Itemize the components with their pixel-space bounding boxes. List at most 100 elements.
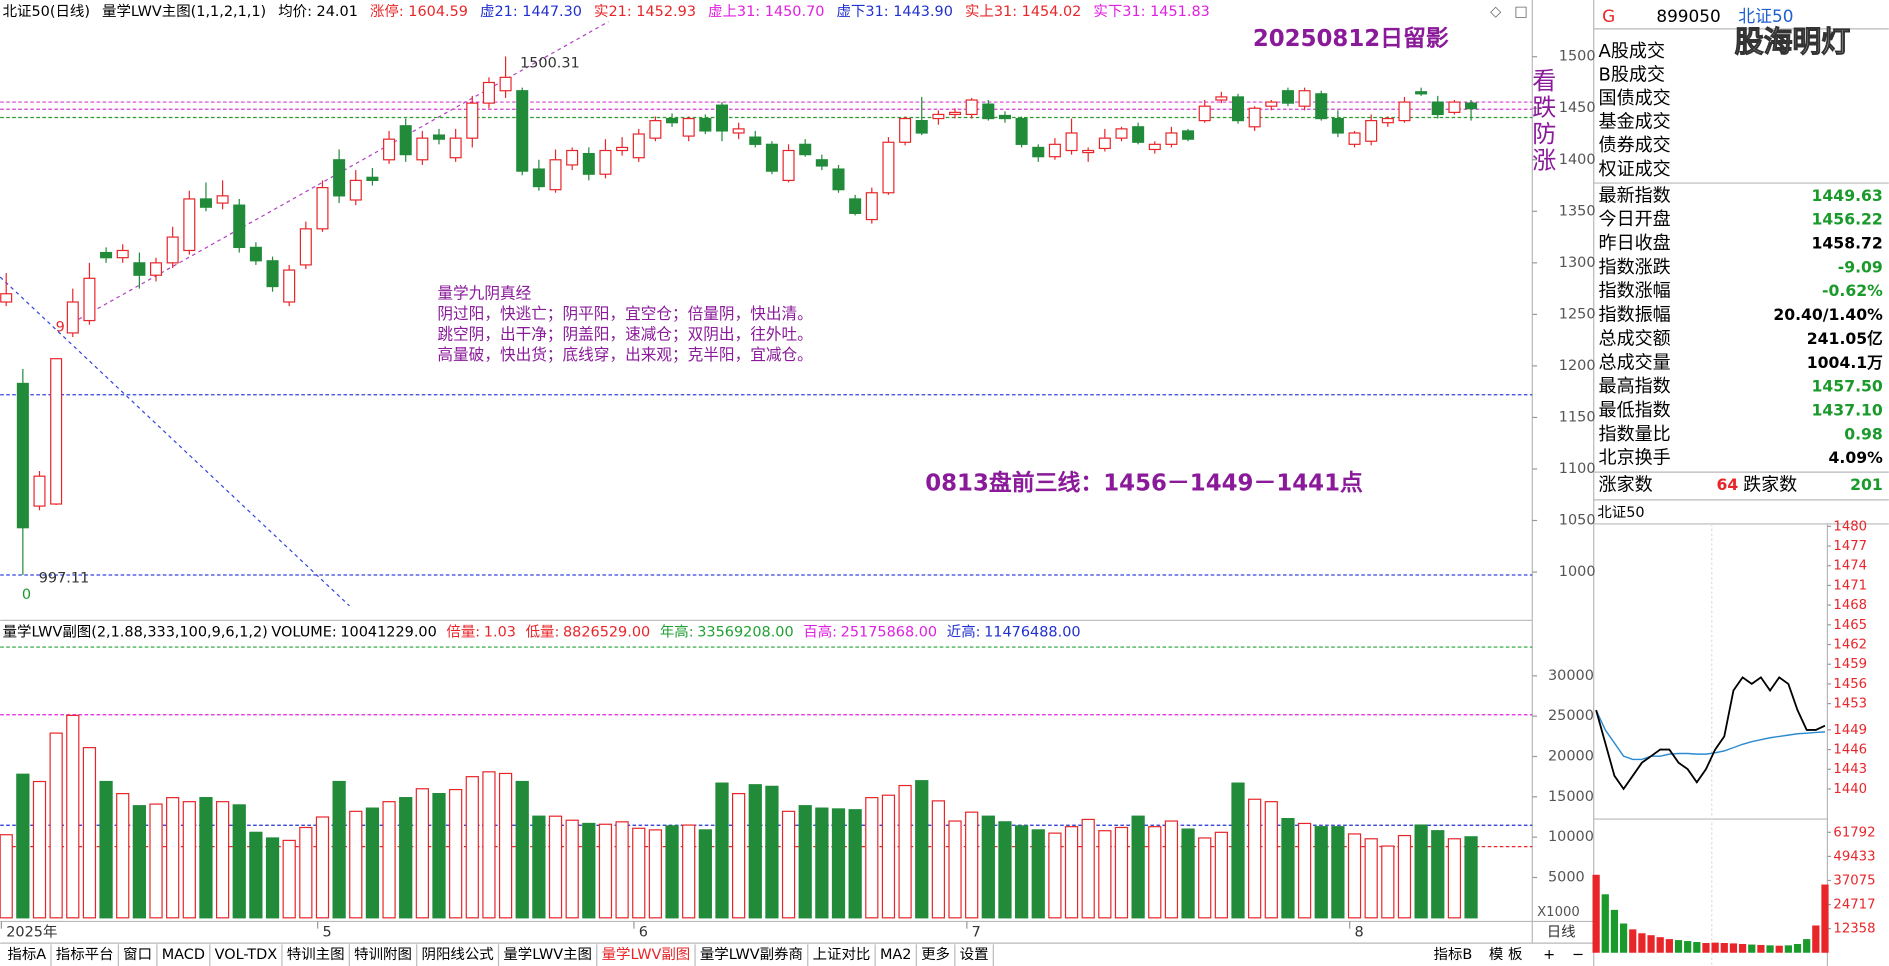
candle-body	[849, 198, 862, 214]
candle-body	[1298, 90, 1311, 107]
intraday-volume	[1738, 943, 1747, 953]
candle-body	[1398, 101, 1411, 122]
window-icon[interactable]: ◇	[1490, 4, 1502, 20]
tab[interactable]: 特训主图	[287, 946, 345, 963]
stat-label: 北京换手	[1599, 448, 1671, 469]
intraday-tick-label: 1459	[1833, 657, 1867, 672]
candle-body	[799, 143, 812, 156]
tab[interactable]: 设置	[960, 946, 989, 963]
count-mark: 0	[22, 587, 31, 603]
volume-bar	[166, 797, 180, 919]
stat-label: 总成交量	[1599, 352, 1671, 373]
stat-label: 总成交额	[1599, 328, 1671, 349]
indicator-header: 北证50(日线)	[3, 3, 90, 20]
tab[interactable]: 指标A	[7, 946, 46, 963]
volume-bar	[1414, 824, 1428, 919]
candle-body	[949, 111, 962, 116]
intraday-volume	[1812, 925, 1820, 953]
candle-body	[1465, 102, 1478, 110]
intraday-vtick-label: 24717	[1833, 898, 1875, 913]
side-note: 防	[1532, 120, 1556, 148]
candle-body	[33, 475, 46, 507]
market-row: B股成交	[1599, 64, 1666, 85]
intraday-tick-label: 1453	[1833, 697, 1867, 712]
candle-body	[1331, 117, 1344, 134]
tab[interactable]: 窗口	[123, 945, 152, 963]
volume-bar	[449, 788, 463, 919]
tab[interactable]: VOL-TDX	[215, 947, 278, 963]
indicator-header: 虚上31: 1450.70	[708, 3, 824, 20]
candle-body	[1115, 128, 1128, 139]
volume-bar	[482, 771, 496, 919]
tab[interactable]: 量学LWV副图	[602, 946, 691, 963]
volume-bar	[1347, 833, 1362, 919]
volume-header-name: 倍量:	[446, 623, 480, 640]
candle-body	[1148, 143, 1161, 151]
candle-body	[1231, 96, 1245, 122]
intraday-tick-label: 1477	[1833, 539, 1867, 554]
tab[interactable]: 模 板	[1489, 945, 1522, 963]
candle-body	[1098, 137, 1111, 150]
volume-bar	[116, 793, 130, 919]
volume-bar	[981, 815, 995, 919]
volume-bar	[465, 776, 479, 919]
candle-body	[1348, 132, 1361, 145]
volume-bar	[299, 826, 313, 919]
volume-bar	[132, 805, 146, 919]
tab[interactable]: 更多	[921, 946, 950, 963]
candle-body	[749, 136, 762, 145]
intraday-title: 北证50	[1597, 504, 1644, 521]
intraday-vtick-label: 49433	[1833, 849, 1875, 864]
volume-bar	[898, 784, 912, 919]
market-row: A股成交	[1599, 41, 1666, 62]
intraday-volume	[1693, 942, 1701, 953]
intraday-tick-label: 1462	[1833, 638, 1867, 653]
zoom-button[interactable]: +	[1543, 947, 1555, 963]
candle-body	[815, 159, 828, 167]
candle-body	[316, 187, 329, 230]
y-tick-label: 1100	[1559, 461, 1596, 477]
x-tick-label: 5	[322, 924, 331, 940]
low-label: 997.11	[39, 571, 90, 587]
tab[interactable]: 量学LWV主图	[503, 946, 592, 963]
candle-body	[50, 358, 63, 505]
tab[interactable]: 特训附图	[354, 946, 412, 963]
trend-line	[0, 276, 350, 607]
intraday-volume	[1601, 894, 1609, 953]
stat-value: 1437.10	[1812, 400, 1883, 419]
intraday-volume	[1702, 943, 1710, 953]
intraday-volume	[1711, 942, 1719, 953]
tab[interactable]: 阴阳线公式	[422, 946, 494, 963]
tab[interactable]: 上证对比	[813, 946, 871, 963]
tab[interactable]: MACD	[162, 947, 205, 963]
candle-body	[1015, 117, 1028, 145]
volume-bar	[931, 800, 946, 919]
intraday-tick-label: 1446	[1833, 743, 1867, 758]
tab[interactable]: MA2	[880, 947, 912, 963]
intraday-volume	[1775, 945, 1783, 953]
volume-bar	[349, 810, 363, 919]
candle-body	[66, 301, 79, 334]
intraday-volume	[1803, 939, 1811, 953]
stat-value: 241.05亿	[1807, 329, 1883, 348]
intraday-volume	[1720, 943, 1728, 953]
tab[interactable]: 量学LWV副券商	[700, 946, 803, 963]
candle-body	[183, 198, 196, 252]
window-icon[interactable]: □	[1514, 4, 1528, 20]
candle-body	[1415, 91, 1428, 95]
candle-body	[16, 382, 29, 529]
tab[interactable]: 指标平台	[56, 946, 114, 963]
volume-bar	[1064, 826, 1079, 919]
intraday-volume	[1619, 923, 1628, 953]
intraday-avg	[1595, 709, 1826, 761]
intraday-volume	[1629, 929, 1637, 953]
candle-body	[998, 114, 1011, 120]
tab[interactable]: 指标B	[1434, 946, 1473, 963]
volume-bar	[1264, 801, 1278, 919]
zoom-button[interactable]: −	[1572, 947, 1584, 963]
volume-bar	[199, 797, 213, 919]
candle-body	[566, 149, 579, 166]
intraday-volume	[1766, 945, 1774, 953]
stat-value: 1456.22	[1812, 210, 1883, 229]
volume-header-value: 10041229.00	[340, 624, 436, 640]
